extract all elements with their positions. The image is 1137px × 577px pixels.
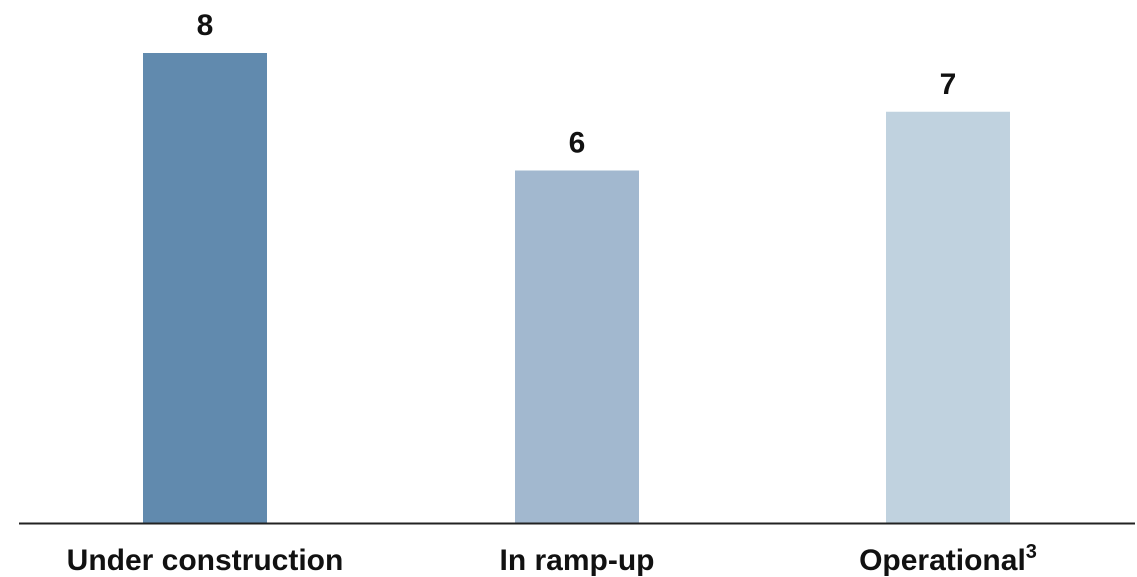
footnote-superscript: 3 — [1026, 541, 1037, 563]
bar-value-label: 8 — [197, 9, 214, 42]
value-labels-layer: 8 6 7 — [197, 9, 957, 160]
category-label-text: Operational — [859, 544, 1026, 577]
category-labels-layer: Under construction In ramp-up Operational3 — [67, 541, 1037, 577]
bar-value-label: 6 — [569, 127, 586, 160]
category-label: Under construction — [67, 544, 344, 577]
bar-3 — [886, 111, 1010, 523]
bar-2 — [515, 170, 639, 523]
bar-1 — [143, 53, 267, 523]
category-label: In ramp-up — [500, 544, 655, 577]
category-label-text: Under construction — [67, 544, 344, 577]
category-label-text: In ramp-up — [500, 544, 655, 577]
bar-value-label: 7 — [940, 68, 957, 101]
category-label: Operational3 — [859, 541, 1037, 577]
bars-layer — [143, 53, 1010, 523]
